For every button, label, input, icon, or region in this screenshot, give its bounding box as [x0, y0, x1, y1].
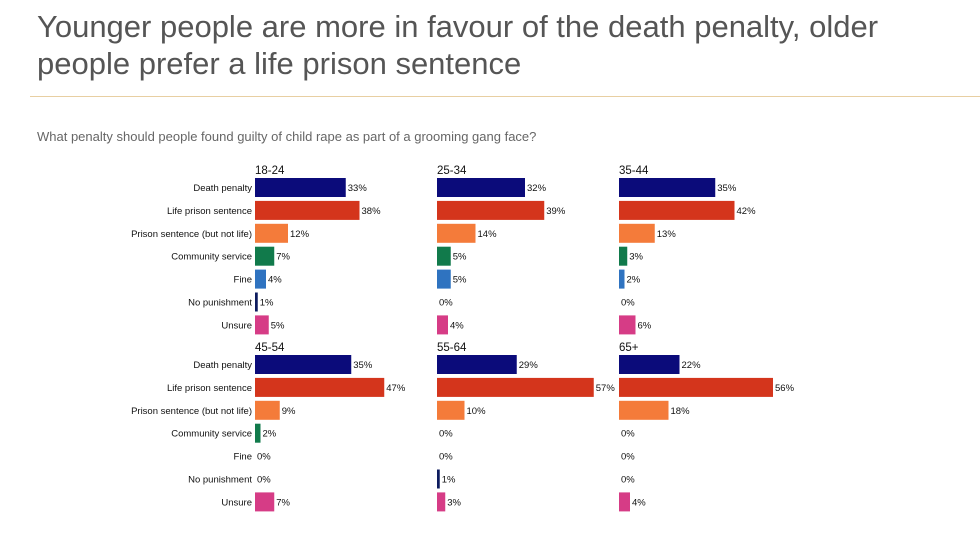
data-label: 0%	[439, 452, 453, 463]
bar-death-penalty	[619, 355, 680, 374]
bar-life-prison-sentence	[619, 377, 773, 397]
data-label: 4%	[450, 320, 464, 331]
data-label: 0%	[257, 452, 271, 463]
data-label: 32%	[527, 183, 547, 194]
bar-community-service	[437, 246, 451, 266]
data-label: 2%	[627, 275, 641, 286]
bar-prison-sentence-but-not-life	[619, 223, 655, 243]
bar-fine	[255, 269, 266, 289]
category-label: Life prison sentence	[167, 383, 252, 394]
category-label: No punishment	[188, 298, 252, 309]
panel-title: 18-24	[255, 165, 285, 177]
data-label: 35%	[353, 360, 373, 371]
bar-life-prison-sentence	[619, 200, 735, 220]
bar-community-service	[619, 246, 628, 266]
data-label: 42%	[737, 206, 757, 217]
data-label: 0%	[439, 298, 453, 309]
category-label: Fine	[234, 275, 252, 286]
chart-subtitle: What penalty should people found guilty …	[37, 129, 537, 144]
data-label: 0%	[621, 452, 635, 463]
title-divider	[30, 96, 980, 97]
category-label: Fine	[234, 452, 252, 463]
bar-fine	[619, 269, 625, 289]
panel-title: 45-54	[255, 342, 285, 354]
panel-title: 25-34	[437, 165, 467, 177]
category-label: Unsure	[221, 320, 252, 331]
bar-unsure	[255, 492, 275, 512]
bar-prison-sentence-but-not-life	[255, 223, 288, 243]
bar-death-penalty	[619, 178, 716, 197]
data-label: 2%	[263, 429, 277, 440]
data-label: 13%	[657, 229, 677, 240]
data-label: 38%	[362, 206, 382, 217]
bar-prison-sentence-but-not-life	[437, 223, 476, 243]
data-label: 1%	[442, 475, 456, 486]
bar-fine	[437, 269, 451, 289]
data-label: 4%	[632, 497, 646, 508]
category-label: Unsure	[221, 497, 252, 508]
data-label: 0%	[621, 298, 635, 309]
data-label: 5%	[271, 320, 285, 331]
panel-title: 35-44	[619, 165, 649, 177]
panel-title: 55-64	[437, 342, 467, 354]
data-label: 14%	[478, 229, 498, 240]
data-label: 3%	[447, 497, 461, 508]
data-label: 22%	[682, 360, 702, 371]
data-label: 57%	[596, 383, 616, 394]
data-label: 7%	[276, 497, 290, 508]
bar-life-prison-sentence	[255, 377, 385, 397]
data-label: 35%	[717, 183, 737, 194]
bar-community-service	[255, 423, 261, 443]
data-label: 1%	[260, 298, 274, 309]
data-label: 56%	[775, 383, 795, 394]
bar-unsure	[619, 492, 630, 512]
data-label: 47%	[386, 383, 406, 394]
panel-title: 65+	[619, 342, 639, 354]
category-label: Prison sentence (but not life)	[131, 229, 252, 240]
data-label: 7%	[276, 252, 290, 263]
category-label: Community service	[171, 252, 252, 263]
category-label: No punishment	[188, 475, 252, 486]
bar-life-prison-sentence	[255, 200, 360, 220]
bar-death-penalty	[437, 178, 525, 197]
data-label: 0%	[439, 429, 453, 440]
data-label: 33%	[348, 183, 368, 194]
bar-unsure	[437, 492, 446, 512]
bar-prison-sentence-but-not-life	[437, 400, 465, 420]
data-label: 0%	[257, 475, 271, 486]
bar-life-prison-sentence	[437, 377, 594, 397]
bar-unsure	[619, 315, 636, 335]
data-label: 10%	[467, 406, 487, 417]
bar-prison-sentence-but-not-life	[619, 400, 669, 420]
bar-death-penalty	[437, 355, 517, 374]
bar-unsure	[437, 315, 448, 335]
bar-community-service	[255, 246, 275, 266]
data-label: 18%	[671, 406, 691, 417]
bar-no-punishment	[255, 292, 258, 312]
data-label: 0%	[621, 429, 635, 440]
bar-unsure	[255, 315, 269, 335]
bar-no-punishment	[437, 469, 440, 489]
category-label: Life prison sentence	[167, 206, 252, 217]
data-label: 3%	[629, 252, 643, 263]
data-label: 0%	[621, 475, 635, 486]
bar-life-prison-sentence	[437, 200, 545, 220]
category-label: Community service	[171, 429, 252, 440]
data-label: 4%	[268, 275, 282, 286]
category-label: Death penalty	[193, 183, 252, 194]
bar-death-penalty	[255, 178, 346, 197]
data-label: 5%	[453, 275, 467, 286]
category-label: Prison sentence (but not life)	[131, 406, 252, 417]
bar-death-penalty	[255, 355, 352, 374]
data-label: 39%	[546, 206, 566, 217]
data-label: 5%	[453, 252, 467, 263]
data-label: 29%	[519, 360, 539, 371]
category-label: Death penalty	[193, 360, 252, 371]
data-label: 12%	[290, 229, 310, 240]
page-title: Younger people are more in favour of the…	[37, 9, 879, 81]
data-label: 9%	[282, 406, 296, 417]
data-label: 6%	[638, 320, 652, 331]
bar-prison-sentence-but-not-life	[255, 400, 280, 420]
